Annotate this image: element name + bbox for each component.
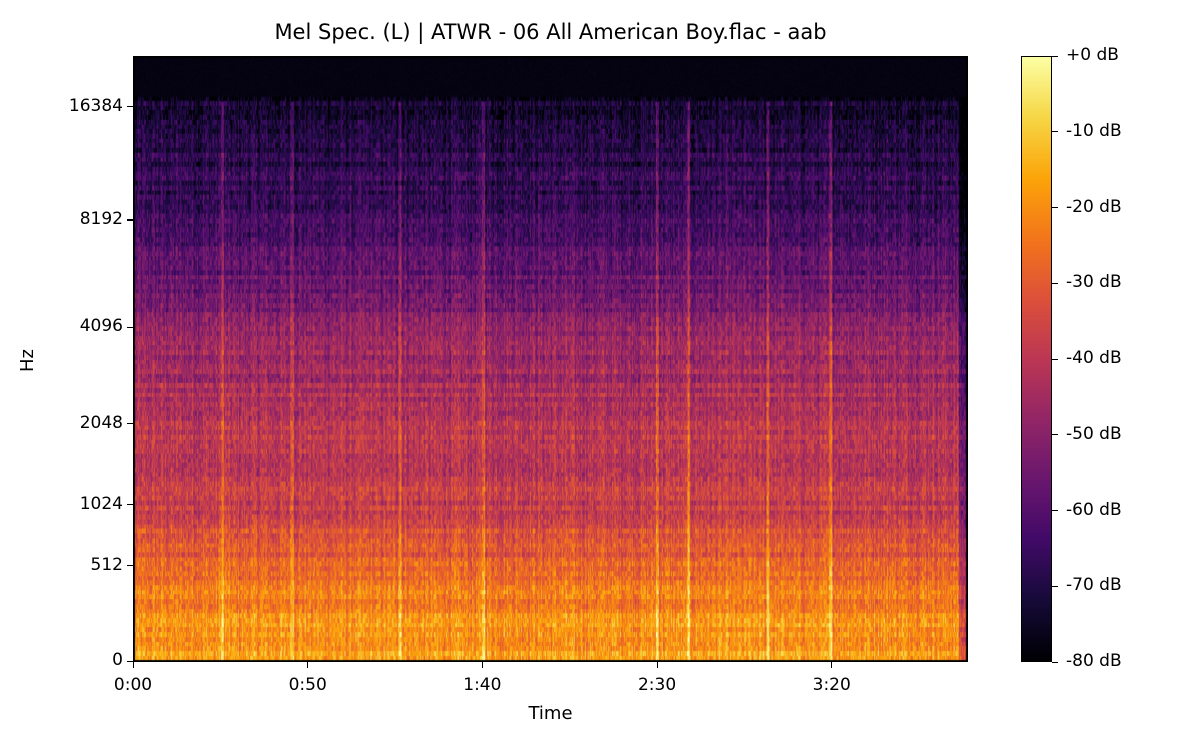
x-axis-label: Time [528, 703, 573, 724]
colorbar-tick-mark [1052, 661, 1058, 663]
x-tick-mark [307, 662, 309, 668]
colorbar-gradient [1022, 57, 1051, 661]
y-tick-label: 8192 [79, 208, 123, 229]
y-axis-label: Hz [16, 349, 38, 372]
y-tick-label: 2048 [79, 412, 123, 433]
x-tick-label: 3:20 [812, 675, 851, 695]
colorbar-tick-mark [1052, 207, 1058, 209]
colorbar-tick-mark [1052, 358, 1058, 360]
y-tick-mark [127, 219, 133, 221]
colorbar-tick-label: -20 dB [1066, 196, 1122, 217]
x-tick-label: 1:40 [463, 675, 502, 695]
x-tick-mark [656, 662, 658, 668]
colorbar-tick-label: -30 dB [1066, 272, 1122, 293]
colorbar [1021, 56, 1052, 662]
colorbar-tick-label: +0 dB [1066, 45, 1119, 65]
y-tick-mark [127, 106, 133, 108]
colorbar-tick-label: -70 dB [1066, 575, 1122, 596]
colorbar-tick-mark [1052, 131, 1058, 133]
x-tick-label: 0:50 [288, 675, 327, 695]
x-tick-mark [831, 662, 833, 668]
colorbar-tick-mark [1052, 585, 1058, 587]
colorbar-tick-label: -80 dB [1066, 651, 1122, 671]
colorbar-tick-mark [1052, 282, 1058, 284]
colorbar-tick-mark [1052, 55, 1058, 57]
colorbar-tick-label: -50 dB [1066, 423, 1122, 444]
x-tick-mark [132, 662, 134, 668]
y-tick-label: 1024 [79, 493, 123, 514]
x-tick-mark [481, 662, 484, 668]
spectrogram-plot-area [133, 56, 968, 662]
y-tick-mark [127, 660, 133, 662]
chart-title: Mel Spec. (L) | ATWR - 06 All American B… [274, 20, 827, 44]
y-tick-label: 0 [112, 650, 123, 670]
y-tick-mark [127, 326, 133, 328]
colorbar-tick-label: -60 dB [1066, 499, 1122, 520]
colorbar-tick-label: -10 dB [1066, 120, 1122, 141]
y-tick-mark [127, 504, 133, 506]
y-tick-label: 4096 [79, 316, 123, 337]
y-tick-mark [127, 565, 133, 567]
colorbar-tick-label: -40 dB [1066, 348, 1122, 368]
y-tick-mark [127, 423, 133, 425]
x-tick-label: 0:00 [113, 675, 153, 695]
spectrogram-heatmap [134, 57, 967, 661]
y-tick-label: 512 [90, 554, 123, 575]
y-tick-label: 16384 [68, 95, 123, 116]
colorbar-tick-mark [1052, 510, 1058, 512]
colorbar-tick-mark [1052, 434, 1058, 436]
x-tick-label: 2:30 [637, 675, 677, 695]
